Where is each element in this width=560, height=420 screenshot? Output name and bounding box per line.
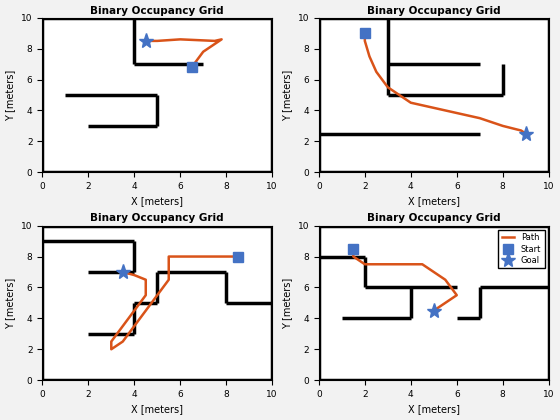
Path (165, 254, 172, 259)
Path (500, 123, 506, 129)
Path (373, 69, 380, 74)
Path (142, 38, 149, 43)
Path (218, 37, 225, 42)
Path (234, 254, 241, 259)
Path (350, 254, 357, 259)
Line: Path: Path (146, 39, 222, 67)
Path (108, 347, 115, 352)
Path (442, 108, 449, 113)
Path (385, 262, 391, 267)
Title: Binary Occupancy Grid: Binary Occupancy Grid (367, 213, 501, 223)
Path (366, 54, 373, 59)
Path (200, 254, 207, 259)
Path (442, 300, 449, 305)
Path (154, 38, 161, 43)
Title: Binary Occupancy Grid: Binary Occupancy Grid (90, 5, 224, 16)
Path (361, 262, 368, 267)
Line: Path: Path (111, 257, 237, 349)
Path (518, 128, 525, 133)
X-axis label: X [meters]: X [meters] (408, 404, 460, 415)
Path (154, 293, 161, 298)
Path (361, 38, 368, 43)
Path (131, 308, 138, 313)
Path (142, 277, 149, 282)
X-axis label: X [meters]: X [meters] (131, 197, 183, 207)
Path (361, 31, 368, 36)
X-axis label: X [meters]: X [meters] (131, 404, 183, 415)
Path (350, 246, 357, 251)
Path (223, 254, 230, 259)
Path (119, 270, 126, 275)
Path (442, 277, 449, 282)
Path (142, 285, 149, 290)
Path (119, 339, 126, 344)
Path (477, 116, 483, 121)
Path (177, 37, 184, 42)
Path (142, 308, 149, 313)
Y-axis label: Y [meters]: Y [meters] (6, 277, 16, 328)
Line: Path: Path (365, 33, 526, 134)
Path (522, 131, 529, 136)
Y-axis label: Y [meters]: Y [meters] (6, 69, 16, 121)
Y-axis label: Y [meters]: Y [meters] (282, 277, 292, 328)
Path (131, 323, 138, 328)
X-axis label: X [meters]: X [meters] (408, 197, 460, 207)
Path (188, 65, 195, 70)
Path (142, 293, 149, 298)
Path (131, 273, 138, 278)
Path (200, 49, 207, 54)
Legend: Path, Start, Goal: Path, Start, Goal (498, 230, 544, 268)
Path (177, 254, 184, 259)
Path (211, 38, 218, 43)
Path (119, 323, 126, 328)
Path (165, 277, 172, 282)
Path (188, 254, 195, 259)
Path (408, 100, 414, 105)
Path (454, 293, 460, 298)
Path (385, 85, 391, 90)
Y-axis label: Y [meters]: Y [meters] (282, 69, 292, 121)
Path (165, 262, 172, 267)
Path (431, 270, 437, 275)
Path (211, 254, 218, 259)
Title: Binary Occupancy Grid: Binary Occupancy Grid (90, 213, 224, 223)
Path (431, 308, 437, 313)
Path (108, 339, 115, 344)
Title: Binary Occupancy Grid: Binary Occupancy Grid (367, 5, 501, 16)
Line: Path: Path (353, 249, 457, 311)
Path (419, 262, 426, 267)
